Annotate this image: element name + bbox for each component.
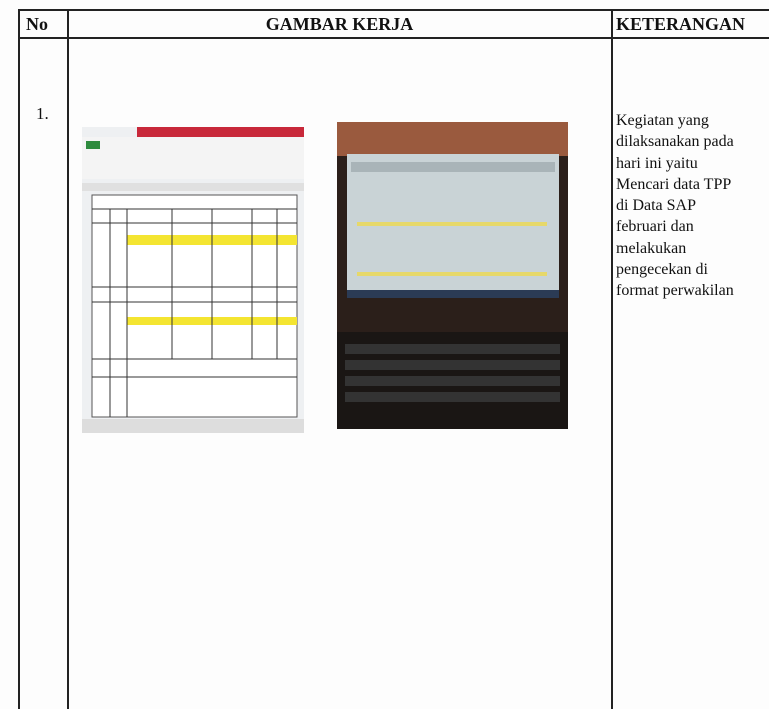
description-line: di Data SAP [616,197,696,215]
table-border [18,37,769,39]
header-cell: GAMBAR KERJA [265,14,414,34]
spreadsheet-photo [82,127,304,433]
table-border [18,9,769,11]
row-number: 1. [36,104,49,123]
header-cell: No [26,14,48,34]
table-border [611,9,613,709]
description-line: dilaksanakan pada [616,133,734,151]
header-cell: KETERANGAN [616,14,746,34]
laptop-photo [337,122,568,429]
description-line: pengecekan di [616,261,708,279]
description-line: melakukan [616,239,687,257]
description-line: Mencari data TPP [616,175,732,193]
description-line: hari ini yaitu [616,154,698,172]
description-line: format perwakilan [616,282,734,300]
table-border [67,9,69,709]
table-border [18,9,20,709]
description-line: Kegiatan yang [616,112,709,129]
description-line: februari dan [616,218,694,236]
description-cell: Kegiatan yang dilaksanakan pada hari ini y… [616,110,734,302]
